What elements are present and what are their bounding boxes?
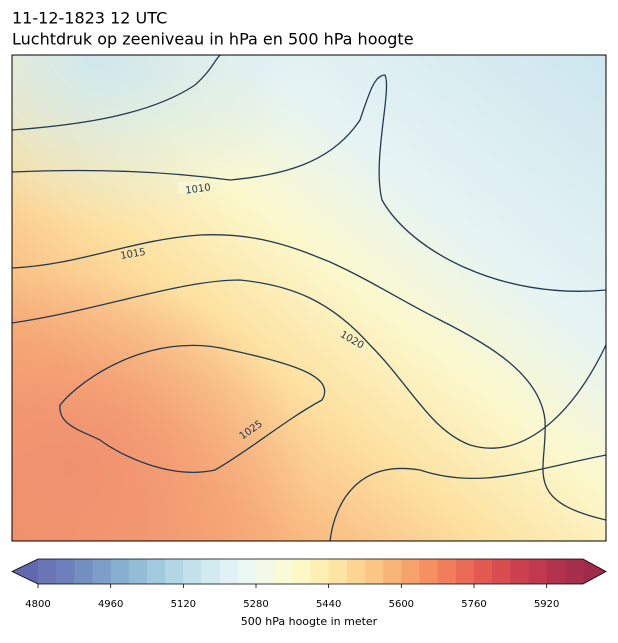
colorbar-band [528, 559, 548, 584]
isobar [12, 74, 606, 292]
colorbar-tick-label: 5760 [461, 599, 486, 610]
colorbar-band [310, 559, 330, 584]
isobar [12, 279, 606, 449]
colorbar-band [74, 559, 93, 584]
isobar [12, 55, 221, 131]
colorbar-band [365, 559, 384, 584]
colorbar-band [201, 559, 221, 584]
map-frame [11, 54, 607, 542]
colorbar-band [292, 559, 311, 584]
colorbar-band [110, 559, 130, 584]
contour-label: 1010 [185, 182, 212, 196]
colorbar-tick-label: 5440 [316, 599, 341, 610]
colorbar-outline [11, 558, 607, 585]
colorbar-band [455, 559, 475, 584]
colorbar-band [56, 559, 75, 584]
colorbar-band [38, 559, 57, 584]
colorbar: 4800 4960 5120 5280 5440 5600 5760 5920 [11, 558, 607, 610]
colorbar-label: 500 hPa hoogte in meter [241, 615, 378, 628]
map: 1010 1015 1020 1025 [12, 55, 606, 541]
colorbar-band [419, 559, 439, 584]
colorbar-band [274, 559, 293, 584]
colorbar-extension [583, 559, 606, 584]
contour-label: 1015 [120, 247, 147, 262]
colorbar-band [219, 559, 239, 584]
colorbar-band [165, 559, 184, 584]
colorbar-band [256, 559, 275, 584]
colorbar-band [474, 559, 493, 584]
colorbar-extension [12, 559, 38, 584]
colorbar-tick-label: 5600 [389, 599, 414, 610]
colorbar-band [492, 559, 511, 584]
colorbar-band [147, 559, 166, 584]
colorbar-band [383, 559, 402, 584]
colorbar-band [328, 559, 348, 584]
colorbar-tick-label: 4960 [98, 599, 123, 610]
colorbar-band [564, 559, 584, 584]
colorbar-tick-label: 5280 [243, 599, 268, 610]
colorbar-band [346, 559, 366, 584]
colorbar-band [437, 559, 457, 584]
colorbar-band [92, 559, 112, 584]
title: 11-12-1823 12 UTC [12, 9, 167, 28]
isobar [12, 234, 606, 521]
colorbar-band [510, 559, 529, 584]
isobar [59, 344, 326, 473]
colorbar-band [401, 559, 420, 584]
colorbar-tick-label: 4800 [25, 599, 50, 610]
subtitle: Luchtdruk op zeeniveau in hPa en 500 hPa… [12, 30, 414, 49]
isobar [329, 454, 606, 541]
colorbar-band [237, 559, 257, 584]
colorbar-band [128, 559, 148, 584]
colorbar-band [546, 559, 566, 584]
colorbar-tick-label: 5920 [534, 599, 559, 610]
colorbar-band [183, 559, 202, 584]
colorbar-tick-label: 5120 [171, 599, 196, 610]
